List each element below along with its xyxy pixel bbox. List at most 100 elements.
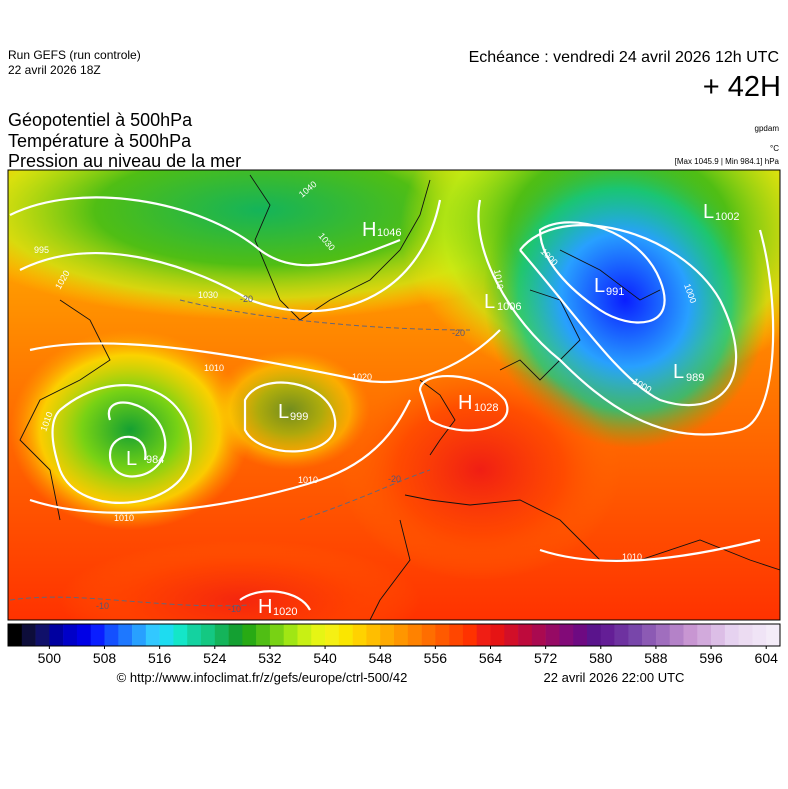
colorbar-swatch xyxy=(394,624,409,646)
colorbar-swatch xyxy=(600,624,615,646)
isobar-label: 1030 xyxy=(198,290,218,300)
coastline xyxy=(19,299,111,521)
isobar-label: 1010 xyxy=(114,513,134,523)
run-date: 22 avril 2026 18Z xyxy=(8,63,101,77)
isobar xyxy=(107,401,167,478)
pressure-value: 999 xyxy=(290,411,308,423)
colorbar-tick-label: 508 xyxy=(93,650,117,666)
colorbar-swatch xyxy=(504,624,519,646)
pressure-value: 989 xyxy=(686,372,704,384)
colorbar-swatch xyxy=(476,624,491,646)
isobar xyxy=(19,199,442,313)
colorbar-swatch xyxy=(338,624,353,646)
colorbar-tick-label: 516 xyxy=(148,650,172,666)
colorbar-swatch xyxy=(269,624,285,646)
pressure-center: L xyxy=(703,201,714,223)
colorbar-swatch xyxy=(366,624,381,646)
colorbar-swatch xyxy=(545,624,560,646)
source-url: © http://www.infoclimat.fr/z/gefs/europe… xyxy=(117,670,408,685)
colorbar-tick-label: 572 xyxy=(534,650,558,666)
isobar xyxy=(29,329,501,384)
colorbar-swatch xyxy=(642,624,657,646)
colorbar-swatch xyxy=(435,624,450,646)
colorbar-swatch xyxy=(752,624,767,646)
colorbar-swatch xyxy=(35,624,50,646)
isobar-label: 1010 xyxy=(204,363,224,373)
colorbar-swatch xyxy=(724,624,739,646)
pressure-center: L xyxy=(126,448,137,470)
colorbar-swatch xyxy=(214,624,229,646)
field xyxy=(483,170,767,449)
colorbar-swatch xyxy=(573,624,588,646)
isobar xyxy=(51,384,192,504)
colorbar-swatch xyxy=(242,624,257,646)
colorbar-swatch xyxy=(297,624,312,646)
valid-time: Echéance : vendredi 24 avril 2026 12h UT… xyxy=(469,49,779,66)
colorbar-swatch xyxy=(628,624,643,646)
isotherm-label: -20 xyxy=(240,294,253,304)
map: L 984 L 999 H 1046 L 1006 L 991 L 1002 L… xyxy=(8,170,780,620)
colorbar-swatch xyxy=(559,624,574,646)
colorbar-swatch xyxy=(104,624,119,646)
isobar-label: 1010 xyxy=(492,269,505,290)
colorbar-swatch xyxy=(766,624,781,646)
lead-time: + 42H xyxy=(703,71,781,103)
colorbar-tick-label: 548 xyxy=(369,650,393,666)
coastline xyxy=(369,379,780,620)
colorbar-swatch xyxy=(118,624,133,646)
colorbar-swatch xyxy=(614,624,629,646)
colorbar-tick-label: 532 xyxy=(258,650,282,666)
unit: [Max 1045.9 | Min 984.1] hPa xyxy=(675,157,780,166)
colorbar-swatch xyxy=(132,624,147,646)
colorbar-tick-label: 596 xyxy=(699,650,723,666)
isobar xyxy=(9,196,401,267)
colorbar-swatch xyxy=(145,624,160,646)
isotherm-label: -20 xyxy=(388,474,401,484)
pressure-value: 1020 xyxy=(273,606,297,618)
colorbar-swatch xyxy=(738,624,753,646)
colorbar-swatch xyxy=(531,624,546,646)
isotherm-label: -10 xyxy=(228,604,241,614)
field xyxy=(210,350,370,470)
colorbar-swatch xyxy=(256,624,271,646)
colorbar-swatch xyxy=(380,624,395,646)
colorbar-tick-label: 580 xyxy=(589,650,613,666)
colorbar-swatch xyxy=(8,624,23,646)
pressure-value: 1028 xyxy=(474,402,498,414)
field xyxy=(340,360,620,580)
pressure-center: H xyxy=(362,219,376,241)
run-name: Run GEFS (run controle) xyxy=(8,48,141,62)
isobar xyxy=(519,224,738,407)
colorbar-frame xyxy=(7,623,781,647)
colorbar-swatch xyxy=(449,624,464,646)
colorbar-tick-label: 564 xyxy=(479,650,503,666)
colorbar-swatch xyxy=(311,624,326,646)
isobar xyxy=(539,538,761,562)
colorbar-swatch xyxy=(201,624,216,646)
map-frame xyxy=(7,169,781,621)
colorbar-swatch xyxy=(421,624,436,646)
pressure-center: L xyxy=(673,361,684,383)
colorbar-tick-label: 588 xyxy=(644,650,668,666)
field xyxy=(60,540,420,620)
pressure-value: 1006 xyxy=(497,301,521,313)
pressure-value: 984 xyxy=(146,454,164,466)
isobar xyxy=(418,374,509,432)
isobar xyxy=(477,199,775,436)
isobar-label: 995 xyxy=(34,245,49,255)
colorbar-swatch xyxy=(173,624,188,646)
unit: °C xyxy=(770,144,779,153)
pressure-center: L xyxy=(484,291,495,313)
pressure-center: H xyxy=(458,392,472,414)
colorbar-swatch xyxy=(283,624,298,646)
colorbar-swatch xyxy=(325,624,340,646)
isobar-label: 1010 xyxy=(298,475,318,485)
colorbar: 500 508 516 524 532 540 548 556 564 572 580 588 596 6… xyxy=(7,623,781,666)
isobar xyxy=(29,399,411,514)
pressure-center: H xyxy=(258,596,272,618)
colorbar-swatch xyxy=(655,624,671,646)
pressure-center: L xyxy=(278,401,289,423)
colorbar-tick-label: 604 xyxy=(755,650,779,666)
